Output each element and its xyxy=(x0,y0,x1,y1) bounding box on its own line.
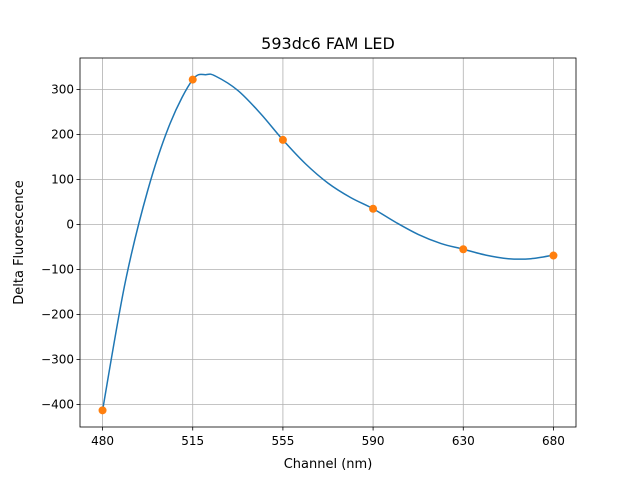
x-tick-label: 590 xyxy=(362,434,385,448)
plot-frame xyxy=(79,57,577,428)
x-axis-label: Channel (nm) xyxy=(284,457,373,472)
data-point xyxy=(98,406,107,415)
x-tick-label: 680 xyxy=(542,434,565,448)
y-tick-label: −400 xyxy=(41,398,74,412)
data-point xyxy=(459,245,468,254)
y-tick-label: 200 xyxy=(51,128,74,142)
x-tick-label: 555 xyxy=(271,434,294,448)
chart-title: 593dc6 FAM LED xyxy=(261,34,395,53)
x-tick-label: 480 xyxy=(91,434,114,448)
y-axis-label: Delta Fluorescence xyxy=(12,180,27,304)
y-tick-label: 300 xyxy=(51,83,74,97)
data-point xyxy=(188,75,197,84)
y-tick-label: −300 xyxy=(41,353,74,367)
data-point xyxy=(549,251,558,260)
y-tick-label: 0 xyxy=(66,218,74,232)
data-point xyxy=(369,204,378,213)
grid xyxy=(80,58,576,427)
data-point xyxy=(278,135,287,144)
y-tick-label: −200 xyxy=(41,308,74,322)
series-line xyxy=(101,73,554,411)
series-layer xyxy=(98,73,558,415)
ticks: 480 515 555 590 630 680 −400 −300 −200 −100 0 100 20… xyxy=(41,83,565,449)
x-tick-label: 515 xyxy=(181,434,204,448)
y-tick-label: −100 xyxy=(41,263,74,277)
y-tick-label: 100 xyxy=(51,173,74,187)
x-tick-label: 630 xyxy=(452,434,475,448)
